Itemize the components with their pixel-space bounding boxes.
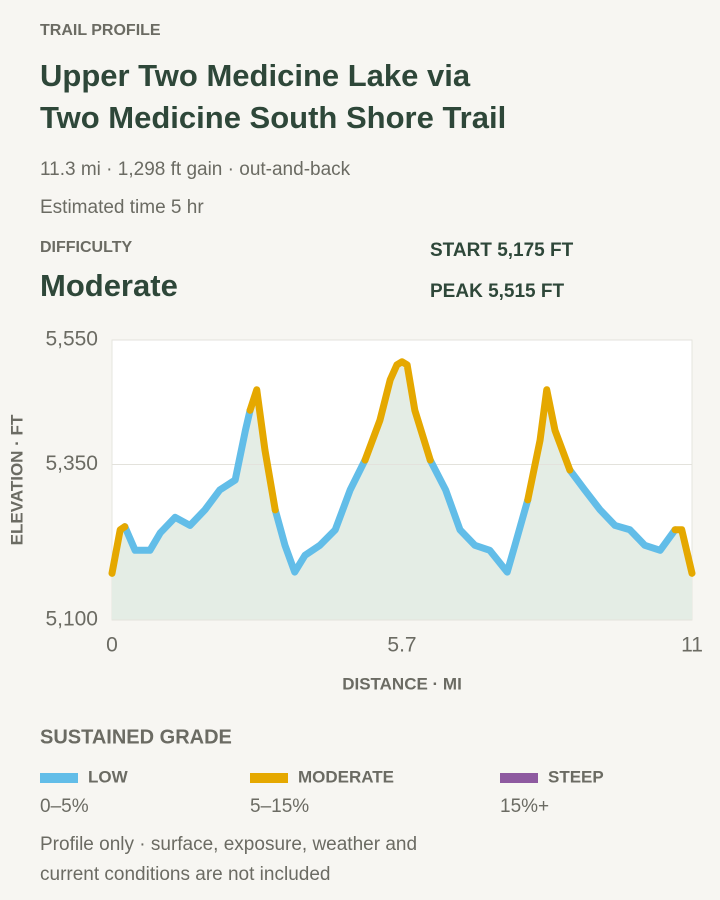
legend-range: 0–5% — [40, 796, 89, 817]
eyebrow: TRAIL PROFILE — [40, 22, 161, 39]
legend-swatch — [40, 773, 78, 783]
difficulty-value: Moderate — [40, 268, 178, 303]
summary: 11.3 mi · 1,298 ft gain · out-and-back — [40, 159, 351, 180]
footer-line: Profile only · surface, exposure, weathe… — [40, 834, 417, 855]
x-tick-label: 0 — [106, 634, 118, 657]
peak-stat: PEAK 5,515 FT — [430, 281, 564, 302]
legend-title: SUSTAINED GRADE — [40, 726, 232, 748]
estimate: Estimated time 5 hr — [40, 197, 204, 218]
title-line: Two Medicine South Shore Trail — [40, 100, 506, 135]
difficulty-label: DIFFICULTY — [40, 239, 132, 256]
footer-line: current conditions are not included — [40, 864, 330, 885]
elevation-area — [112, 361, 692, 620]
legend-name: LOW — [88, 767, 129, 786]
y-tick-label: 5,550 — [45, 328, 98, 351]
legend-name: STEEP — [548, 767, 604, 786]
x-tick-label: 5.7 — [387, 634, 416, 657]
start-stat: START 5,175 FT — [430, 240, 574, 261]
grade-line — [121, 406, 679, 576]
legend-range: 5–15% — [250, 796, 309, 817]
y-tick-label: 5,350 — [45, 452, 98, 475]
y-tick-label: 5,100 — [45, 608, 98, 631]
x-tick-label: 11 — [681, 634, 703, 657]
grade-line — [108, 358, 696, 577]
legend-swatch — [250, 773, 288, 783]
title-line: Upper Two Medicine Lake via — [40, 58, 471, 93]
legend-swatch — [500, 773, 538, 783]
legend-name: MODERATE — [298, 767, 394, 786]
legend-range: 15%+ — [500, 796, 549, 817]
y-axis-title: ELEVATION · FT — [7, 414, 26, 545]
x-axis-title: DISTANCE · MI — [342, 674, 462, 693]
